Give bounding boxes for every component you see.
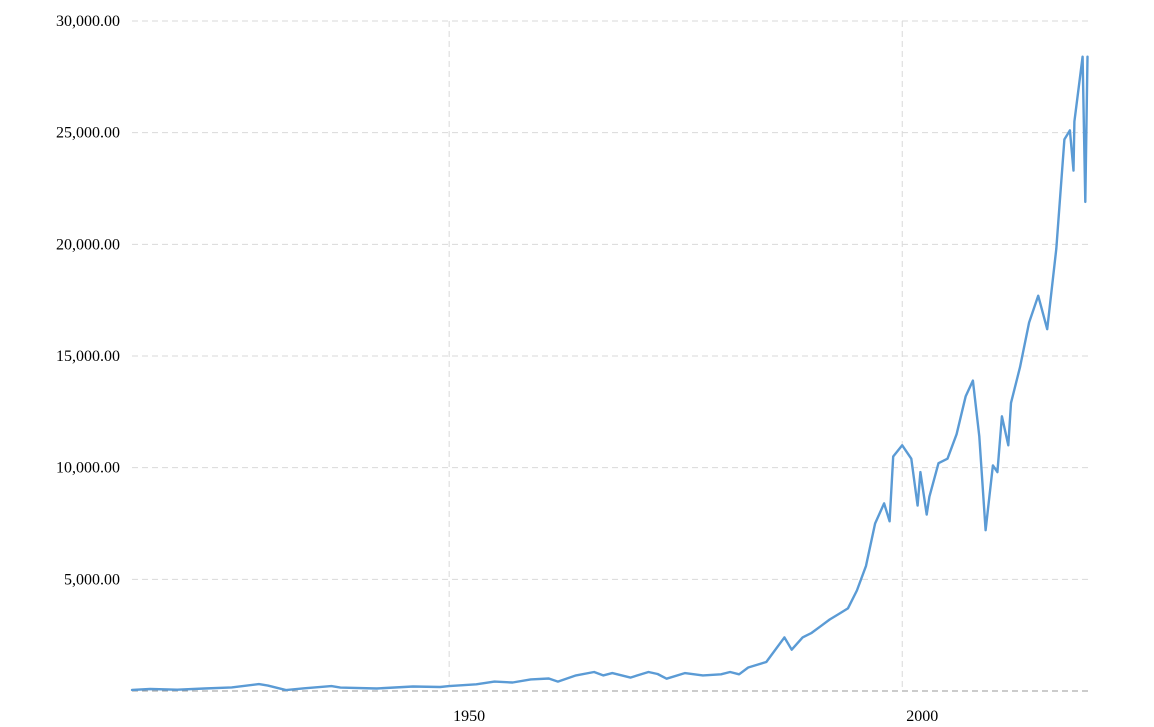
x-tick-label: 1950 xyxy=(453,708,485,725)
grid-lines xyxy=(132,20,1088,692)
x-axis: 1950 2000 xyxy=(453,708,938,725)
series-layer xyxy=(130,55,1089,692)
y-tick-label: 5,000.00 xyxy=(64,571,120,588)
y-tick-label: 15,000.00 xyxy=(56,348,120,365)
y-tick-label: 30,000.00 xyxy=(56,13,120,30)
y-axis: 5,000.00 10,000.00 15,000.00 20,000.00 25,00… xyxy=(56,13,120,588)
y-tick-label: 25,000.00 xyxy=(56,125,120,142)
series-line xyxy=(130,55,1089,692)
y-tick-label: 20,000.00 xyxy=(56,236,120,253)
x-tick-label: 2000 xyxy=(906,708,938,725)
y-tick-label: 10,000.00 xyxy=(56,460,120,477)
